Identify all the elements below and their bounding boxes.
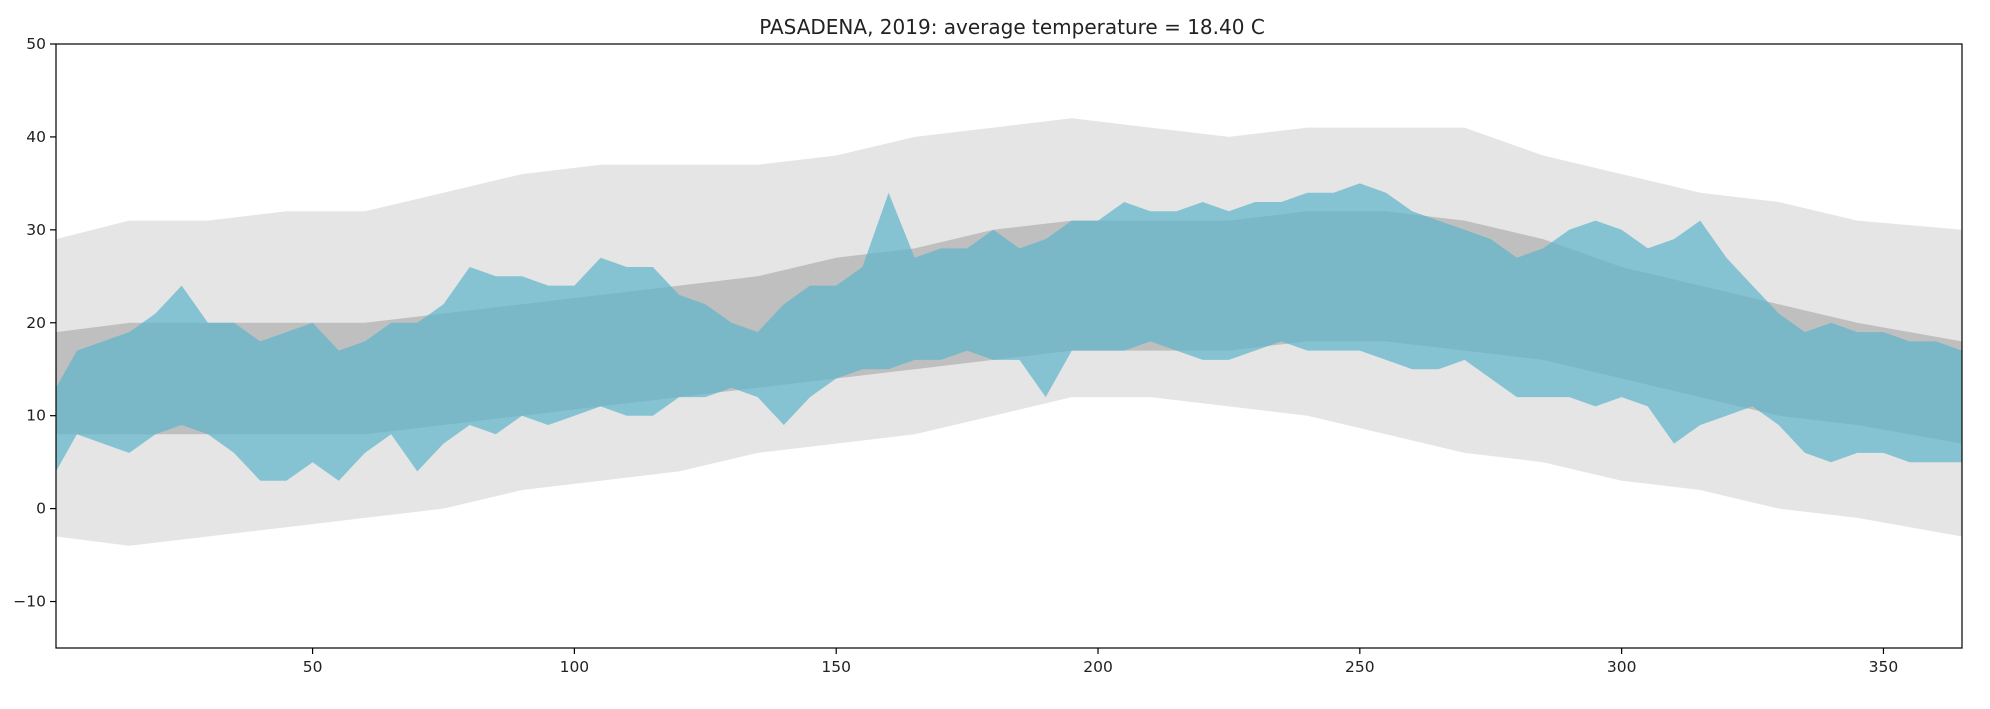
x-tick-label: 350 — [1869, 658, 1899, 676]
x-tick-label: 300 — [1607, 658, 1637, 676]
y-tick-label: 30 — [26, 221, 46, 239]
x-tick-label: 100 — [560, 658, 590, 676]
x-tick-label: 50 — [303, 658, 323, 676]
plot-frame — [55, 43, 1963, 649]
y-tick-label: 0 — [36, 500, 46, 518]
y-tick-label: 50 — [26, 35, 46, 53]
x-tick-label: 150 — [821, 658, 851, 676]
x-tick-label: 200 — [1083, 658, 1113, 676]
plot-area — [56, 118, 1962, 546]
y-tick-label: 40 — [26, 128, 46, 146]
x-tick-label: 250 — [1345, 658, 1375, 676]
observed-range-band — [56, 183, 1962, 481]
axes: 50 100 150 200 250 300 350 −10 0 10 20 30 40 50 — [13, 35, 1963, 676]
y-tick-label: 20 — [26, 314, 46, 332]
y-tick-label: −10 — [13, 593, 46, 611]
chart-title: PASADENA, 2019: average temperature = 18… — [759, 15, 1265, 39]
y-tick-label: 10 — [26, 407, 46, 425]
